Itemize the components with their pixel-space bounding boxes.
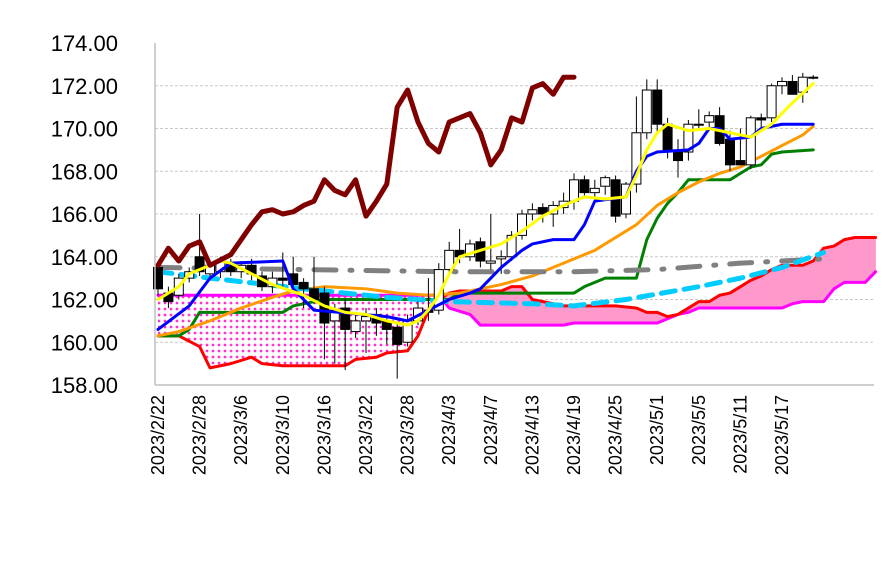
ma_mid-line — [156, 124, 815, 338]
cloud-segment — [355, 295, 366, 360]
candle-bullish — [506, 234, 517, 258]
candle-bearish — [652, 89, 663, 125]
candle-bearish — [787, 80, 798, 95]
x-tick-label: 2023/5/1 — [647, 395, 667, 465]
candle-bullish — [465, 243, 475, 258]
candle-bearish — [579, 179, 590, 194]
y-tick-label: 164.00 — [51, 245, 118, 270]
candle-bearish — [735, 160, 746, 166]
x-tick-label: 2023/3/28 — [398, 395, 418, 475]
cloud-segment — [833, 239, 845, 290]
candle-bullish — [600, 177, 611, 187]
cloud-segment — [334, 295, 346, 366]
candle-bullish — [641, 89, 652, 134]
x-tick-label: 2023/5/17 — [772, 395, 792, 475]
cloud-segment — [802, 260, 814, 302]
cloud-segment — [272, 295, 283, 366]
candle-bullish — [527, 209, 538, 215]
candle-bearish — [298, 281, 309, 290]
cloud-segment — [792, 265, 804, 305]
x-tick-label: 2023/4/7 — [481, 395, 501, 465]
candle-bearish — [756, 117, 767, 121]
indicator-lines-over — [155, 74, 815, 331]
cloud-segment — [293, 295, 304, 366]
x-tick-label: 2023/5/11 — [730, 395, 750, 474]
y-tick-label: 168.00 — [51, 159, 118, 184]
candle-bullish — [704, 115, 715, 123]
x-tick-label: 2023/4/19 — [564, 395, 584, 475]
cloud-segment — [584, 305, 596, 324]
cloud-segment — [781, 265, 793, 309]
y-tick-label: 172.00 — [51, 74, 118, 99]
x-tick-label: 2023/3/22 — [356, 395, 376, 475]
cloud-segment — [573, 305, 585, 324]
cloud-segment — [604, 305, 616, 324]
candle-bullish — [745, 117, 756, 166]
cloud-segment — [303, 295, 314, 366]
cloud-segment — [376, 295, 387, 358]
candle-bullish — [766, 85, 777, 119]
x-tick-label: 2023/2/28 — [190, 395, 210, 475]
x-tick-label: 2023/2/22 — [148, 395, 168, 475]
y-tick-label: 160.00 — [51, 330, 118, 355]
ma_short-line — [156, 82, 815, 327]
candle-bearish — [537, 207, 548, 215]
candle-bullish — [517, 213, 527, 236]
candle-bullish — [361, 316, 371, 322]
x-tick-label: 2023/4/25 — [606, 395, 626, 475]
candle-bullish — [350, 320, 361, 333]
cloud-segment — [854, 237, 866, 283]
x-tick-label: 2023/3/6 — [231, 395, 251, 465]
candle-bullish — [589, 187, 600, 194]
candle-bullish — [621, 183, 631, 215]
x-tick-label: 2023/5/5 — [689, 395, 709, 465]
x-tick-label: 2023/4/13 — [522, 395, 542, 475]
candle-bearish — [725, 138, 735, 166]
y-tick-label: 170.00 — [51, 117, 118, 142]
y-tick-label: 174.00 — [51, 31, 118, 56]
cloud-segment — [282, 295, 294, 366]
candle-bullish — [693, 123, 704, 126]
cloud-segment — [230, 295, 242, 364]
y-tick-label: 166.00 — [51, 202, 118, 227]
candle-bullish — [808, 76, 819, 79]
candle-bullish — [496, 256, 507, 260]
candle-bullish — [485, 260, 496, 264]
candle-bearish — [392, 326, 403, 345]
candle-bullish — [569, 179, 579, 202]
candle-bullish — [433, 269, 444, 311]
axes: 174.00 172.00 170.00 168.00 166.00 164.00 162.… — [51, 31, 874, 475]
ma_cyan-line — [155, 249, 827, 309]
y-tick-label: 162.00 — [51, 288, 118, 313]
leading-span-b-line — [156, 270, 878, 327]
x-tick-label: 2023/3/16 — [314, 395, 334, 475]
cloud-segment — [646, 312, 658, 324]
cloud-segment — [366, 295, 377, 359]
cloud-segment — [594, 305, 606, 324]
candle-bullish — [631, 132, 642, 185]
candle-bearish — [340, 307, 351, 330]
candle-bullish — [444, 249, 455, 271]
y-tick-label: 158.00 — [51, 373, 118, 398]
cloud-segment — [490, 290, 502, 326]
x-tick-label: 2023/4/3 — [439, 395, 459, 465]
x-tick-label: 2023/3/10 — [273, 395, 293, 475]
cloud-segment — [262, 295, 273, 365]
cloud-segment — [615, 305, 627, 324]
cloud-segment — [220, 295, 231, 366]
cloud-segment — [844, 237, 856, 283]
candle-bearish — [194, 256, 205, 273]
chikou-line — [155, 74, 577, 268]
candle-bullish — [777, 80, 787, 87]
candle-bearish — [277, 277, 288, 281]
cloud-segment — [480, 290, 492, 326]
candle-bullish — [683, 123, 694, 153]
cloud-segment — [168, 295, 179, 336]
ma_long-line — [155, 256, 827, 275]
cloud-segment — [210, 295, 221, 368]
